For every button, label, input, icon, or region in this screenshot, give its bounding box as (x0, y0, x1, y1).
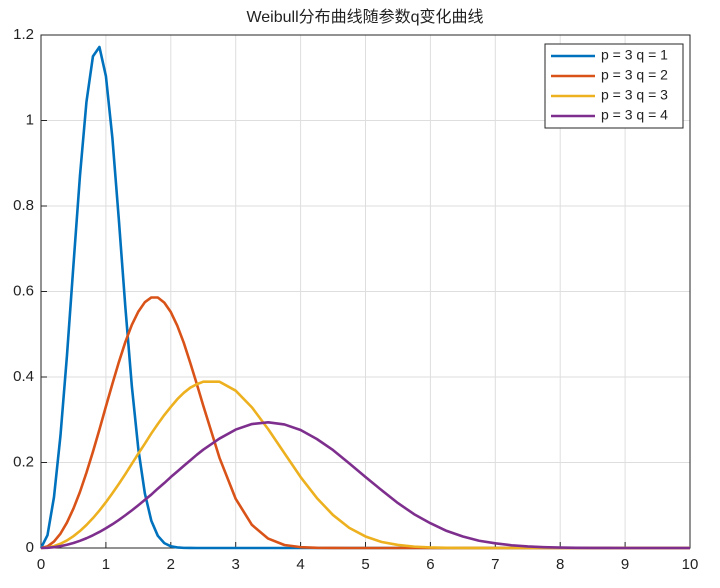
y-tick-label: 0.2 (13, 453, 34, 470)
legend-label: p = 3 q = 4 (601, 107, 668, 123)
legend: p = 3 q = 1 p = 3 q = 2 p = 3 q = 3 p = 3 q… (544, 43, 684, 129)
x-tick-label: 10 (682, 556, 699, 573)
legend-box (544, 43, 684, 129)
legend-label: p = 3 q = 3 (601, 87, 668, 103)
legend-label: p = 3 q = 2 (601, 67, 668, 83)
legend-label: p = 3 q = 1 (601, 47, 668, 63)
line-series (40, 421, 690, 550)
y-tick-label: 0.4 (13, 368, 34, 385)
x-tick-label: 4 (296, 556, 304, 573)
x-tick-label: 2 (167, 556, 175, 573)
x-tick-label: 9 (621, 556, 629, 573)
x-tick-label: 8 (556, 556, 564, 573)
y-tick-label: 0 (26, 539, 34, 556)
x-tick-label: 5 (361, 556, 369, 573)
chart-title: Weibull分布曲线随参数q变化曲线 (246, 8, 483, 26)
x-tick-label: 7 (491, 556, 499, 573)
y-tick-label: 1 (26, 111, 34, 128)
x-tick-label: 3 (232, 556, 240, 573)
y-tick-label: 1.2 (13, 26, 34, 43)
x-tick-label: 0 (37, 556, 45, 573)
x-tick-label: 6 (426, 556, 434, 573)
y-tick-label: 0.6 (13, 282, 34, 299)
y-tick-label: 0.8 (13, 197, 34, 214)
x-tick-label: 1 (102, 556, 110, 573)
